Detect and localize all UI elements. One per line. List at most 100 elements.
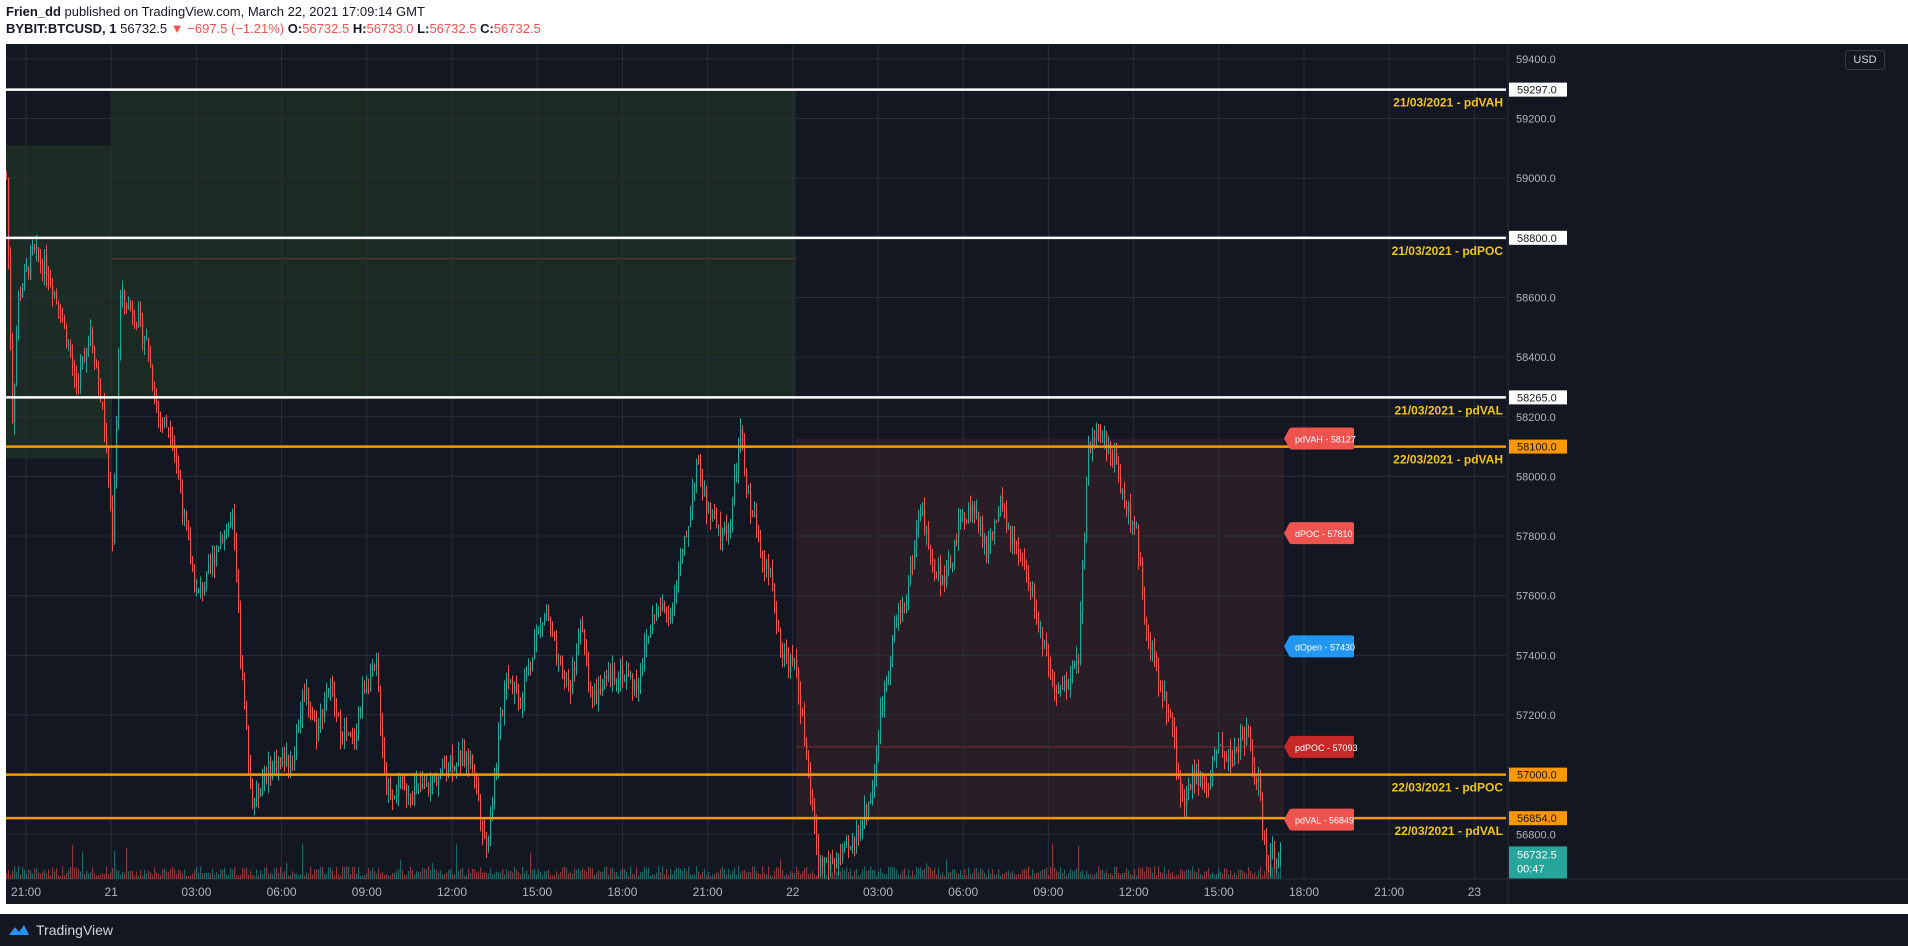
volume-bar: [1076, 868, 1078, 879]
tradingview-logo[interactable]: TradingView: [8, 922, 113, 938]
volume-bar: [514, 866, 516, 879]
volume-bar: [544, 871, 546, 879]
candle-body: [352, 737, 354, 740]
candle-body: [638, 684, 640, 690]
price-axis-tick: 59400.0: [1516, 54, 1556, 66]
symbol-label[interactable]: BYBIT:BTCUSD, 1: [6, 21, 117, 36]
candle-body: [948, 563, 950, 571]
volume-bar: [108, 874, 110, 879]
volume-bar: [494, 873, 496, 879]
volume-bar: [102, 873, 104, 879]
volume-bar: [986, 875, 988, 879]
candle-body: [888, 672, 890, 681]
candle-body: [156, 400, 158, 404]
volume-bar: [358, 867, 360, 879]
candle-body: [960, 514, 962, 521]
volume-bar: [52, 867, 54, 879]
tag-box[interactable]: [1290, 635, 1354, 658]
volume-bar: [874, 870, 876, 879]
volume-bar: [258, 875, 260, 879]
volume-bar: [166, 871, 168, 879]
candlestick-chart[interactable]: 21:00 21 03:00 06:00 09:00 12:00 15:00 18:00 21:…: [6, 44, 1908, 904]
candle-body: [80, 364, 82, 388]
volume-bar: [398, 868, 400, 879]
volume-bar: [998, 869, 1000, 879]
candle-body: [300, 714, 302, 728]
volume-bar: [232, 870, 234, 879]
volume-bar: [154, 867, 156, 879]
price-change: −697.5 (−1.21%): [187, 21, 285, 36]
level-price-badge: [1509, 439, 1567, 454]
candle-body: [794, 659, 796, 664]
volume-bar: [274, 868, 276, 879]
volume-bar: [1082, 870, 1084, 879]
candle-body: [578, 631, 580, 654]
volume-bar: [1096, 872, 1098, 879]
volume-bar: [558, 874, 560, 879]
volume-bar: [204, 872, 206, 879]
volume-bar: [1126, 867, 1128, 879]
candle-body: [426, 783, 428, 787]
volume-bar: [1270, 866, 1272, 879]
volume-bar: [850, 868, 852, 879]
tag-box[interactable]: [1290, 735, 1354, 758]
volume-bar: [238, 875, 240, 879]
volume-bar: [110, 872, 112, 879]
candle-body: [524, 678, 526, 700]
candle-body: [416, 783, 418, 786]
chart-pane[interactable]: 21:00 21 03:00 06:00 09:00 12:00 15:00 18:00 21:…: [6, 44, 1908, 904]
volume-bar: [1272, 867, 1274, 879]
volume-bar: [290, 875, 292, 879]
candle-body: [64, 318, 66, 325]
candle-body: [390, 787, 392, 797]
candle-body: [1162, 689, 1164, 700]
volume-bar: [934, 868, 936, 879]
candle-body: [356, 733, 358, 740]
candle-body: [264, 776, 266, 782]
volume-bar: [224, 867, 226, 879]
candle-body: [892, 636, 894, 659]
volume-bar: [1162, 872, 1164, 879]
candle-body: [210, 564, 212, 567]
volume-bar: [442, 874, 444, 879]
volume-bar: [162, 869, 164, 879]
volume-bar: [876, 875, 878, 879]
volume-bar: [872, 870, 874, 879]
candle-body: [702, 480, 704, 497]
candle-body: [492, 801, 494, 819]
author-name[interactable]: Frien_dd: [6, 4, 61, 19]
volume-bar: [118, 870, 120, 879]
candle-body: [194, 570, 196, 593]
volume-bar: [66, 872, 68, 879]
volume-bar: [320, 867, 322, 879]
candle-body: [536, 632, 538, 640]
candle-body: [1274, 848, 1276, 862]
volume-bar: [1278, 872, 1280, 879]
volume-bar: [814, 874, 816, 879]
volume-bar: [690, 874, 692, 879]
volume-bar: [592, 868, 594, 879]
candle-body: [166, 418, 168, 428]
candle-body: [490, 818, 492, 841]
volume-bar: [104, 873, 106, 879]
volume-bar: [1156, 875, 1158, 879]
candle-body: [318, 720, 320, 739]
tag-box[interactable]: [1290, 522, 1354, 545]
volume-bar: [1078, 845, 1080, 879]
candle-body: [1236, 747, 1238, 749]
volume-bar: [730, 874, 732, 879]
tag-box[interactable]: [1290, 427, 1354, 450]
level-price-text: 58800.0: [1517, 233, 1557, 245]
volume-bar: [870, 866, 872, 879]
volume-bar: [902, 870, 904, 879]
tag-box[interactable]: [1290, 808, 1354, 831]
currency-button[interactable]: USD: [1845, 50, 1885, 70]
candle-body: [522, 699, 524, 705]
volume-bar: [1166, 874, 1168, 879]
candle-body: [1250, 729, 1252, 746]
volume-bar: [8, 870, 10, 879]
volume-bar: [1052, 843, 1054, 879]
candle-body: [924, 509, 926, 534]
candle-body: [1218, 744, 1220, 753]
level-label: 21/03/2021 - pdPOC: [1392, 244, 1504, 258]
